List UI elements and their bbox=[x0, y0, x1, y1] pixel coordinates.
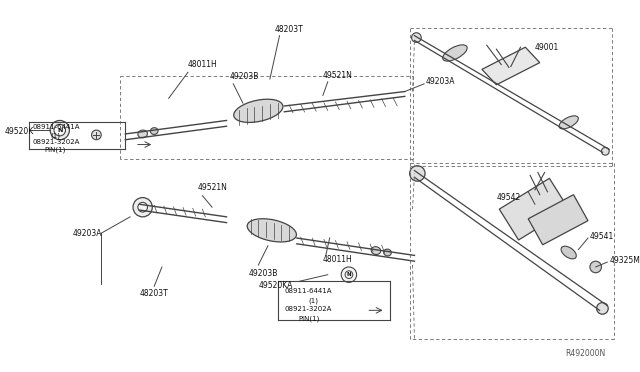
Circle shape bbox=[410, 166, 425, 181]
Text: 49203A: 49203A bbox=[426, 77, 456, 86]
Text: 49520K: 49520K bbox=[5, 127, 34, 136]
Text: 49521N: 49521N bbox=[198, 183, 227, 192]
Text: PIN(1): PIN(1) bbox=[44, 147, 66, 153]
Polygon shape bbox=[499, 178, 569, 240]
Ellipse shape bbox=[371, 247, 381, 254]
Circle shape bbox=[133, 198, 152, 217]
Circle shape bbox=[92, 130, 101, 140]
Ellipse shape bbox=[559, 116, 579, 129]
Text: 08911-6441A: 08911-6441A bbox=[33, 124, 80, 130]
Circle shape bbox=[341, 267, 356, 282]
Text: 48203T: 48203T bbox=[140, 289, 168, 298]
Text: 49541: 49541 bbox=[590, 232, 614, 241]
Ellipse shape bbox=[247, 219, 296, 242]
Polygon shape bbox=[482, 47, 540, 85]
Text: 48011H: 48011H bbox=[323, 256, 353, 264]
Circle shape bbox=[590, 261, 602, 273]
Text: R492000N: R492000N bbox=[565, 349, 605, 358]
Text: PIN(1): PIN(1) bbox=[299, 315, 320, 322]
Circle shape bbox=[138, 202, 147, 212]
Circle shape bbox=[602, 147, 609, 155]
Text: 49203B: 49203B bbox=[229, 72, 259, 81]
Text: 08921-3202A: 08921-3202A bbox=[33, 139, 80, 145]
Circle shape bbox=[54, 124, 65, 136]
Text: 48203T: 48203T bbox=[275, 25, 303, 34]
Text: (1): (1) bbox=[50, 132, 60, 138]
Text: 49542: 49542 bbox=[496, 193, 520, 202]
Circle shape bbox=[596, 303, 608, 314]
Ellipse shape bbox=[234, 99, 283, 122]
Ellipse shape bbox=[383, 249, 391, 256]
Ellipse shape bbox=[561, 246, 576, 259]
Text: 49203A: 49203A bbox=[72, 229, 102, 238]
Text: 49203B: 49203B bbox=[249, 269, 278, 278]
Text: 48011H: 48011H bbox=[188, 60, 218, 69]
Text: N: N bbox=[347, 272, 351, 277]
Text: N: N bbox=[57, 128, 63, 132]
Ellipse shape bbox=[443, 45, 467, 61]
Circle shape bbox=[412, 33, 421, 42]
Text: 08911-6441A: 08911-6441A bbox=[284, 288, 332, 294]
Text: 49001: 49001 bbox=[535, 44, 559, 52]
Text: 49520KA: 49520KA bbox=[259, 282, 292, 291]
Circle shape bbox=[345, 271, 353, 279]
Text: 49325M: 49325M bbox=[609, 256, 640, 265]
Text: 08921-3202A: 08921-3202A bbox=[284, 305, 332, 311]
Text: (1): (1) bbox=[308, 298, 319, 304]
Ellipse shape bbox=[138, 130, 147, 138]
Circle shape bbox=[50, 121, 69, 140]
Polygon shape bbox=[528, 195, 588, 245]
Text: 49521N: 49521N bbox=[323, 71, 353, 80]
Ellipse shape bbox=[150, 128, 158, 134]
